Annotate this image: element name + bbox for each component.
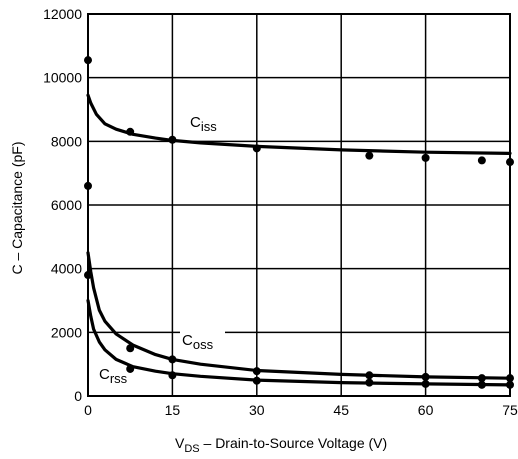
data-point-iss xyxy=(168,135,177,144)
data-point-iss xyxy=(477,156,486,165)
y-tick-label: 10000 xyxy=(43,70,82,86)
y-tick-label: 4000 xyxy=(51,261,82,277)
data-point-rss xyxy=(126,364,135,373)
data-point-oss xyxy=(421,372,430,381)
data-point-oss xyxy=(126,344,135,353)
y-tick-label: 8000 xyxy=(51,133,82,149)
data-point-iss xyxy=(252,144,261,153)
data-point-rss xyxy=(421,379,430,388)
series-curve-oss xyxy=(86,251,512,380)
data-point-rss xyxy=(168,371,177,380)
data-point-iss xyxy=(126,127,135,136)
x-tick-label: 60 xyxy=(418,402,434,418)
x-tick-label: 0 xyxy=(84,402,92,418)
x-axis-title: VDS – Drain-to-Source Voltage (V) xyxy=(175,435,387,455)
series-label-oss: Coss xyxy=(182,332,214,352)
data-point-iss xyxy=(421,153,430,162)
plot-frame xyxy=(87,13,511,397)
y-tick-label: 2000 xyxy=(51,324,82,340)
series-curves xyxy=(86,93,512,387)
x-tick-label: 45 xyxy=(333,402,349,418)
series-points xyxy=(84,56,514,389)
y-tick-label: 12000 xyxy=(43,6,82,22)
y-axis-title: C – Capacitance (pF) xyxy=(9,141,25,274)
data-point-iss xyxy=(365,151,374,160)
data-point-rss xyxy=(477,380,486,389)
series-curve-rss xyxy=(86,298,512,387)
label-background xyxy=(180,330,225,350)
y-tick-label: 6000 xyxy=(51,197,82,213)
data-point-oss xyxy=(365,371,374,380)
series-curve-iss xyxy=(86,93,512,155)
series-labels: Ciss Coss Crss xyxy=(99,114,225,386)
data-point-oss xyxy=(252,367,261,376)
data-point-rss xyxy=(365,378,374,387)
x-tick-label: 75 xyxy=(502,402,518,418)
data-point-rss xyxy=(252,376,261,385)
grid xyxy=(88,14,510,396)
y-tick-label: 0 xyxy=(74,388,82,404)
data-point-oss xyxy=(477,374,486,383)
x-tick-label: 15 xyxy=(165,402,181,418)
data-point-oss xyxy=(168,355,177,364)
series-label-iss: Ciss xyxy=(190,114,217,134)
series-label-rss: Crss xyxy=(99,366,128,386)
x-tick-label: 30 xyxy=(249,402,265,418)
tick-labels: 0 15 30 45 60 75 0 2000 4000 6000 8000 10000 12000 xyxy=(43,6,518,418)
